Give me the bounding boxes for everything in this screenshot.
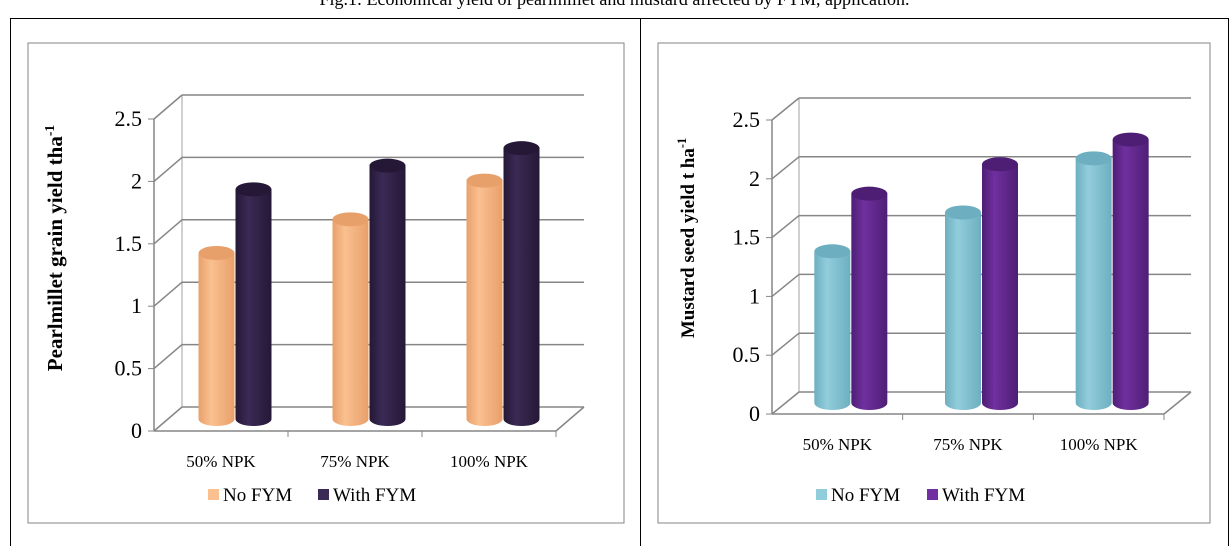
bar-body [466,180,503,427]
legend-label-with-fym: With FYM [333,485,416,506]
gridline-depth [153,94,183,120]
bar-body [1112,139,1149,411]
chart-panel-mustard: 0 0.5 1 1.5 2 2.5 50% NPK 75% NPK 100% NPK Mustar… [654,18,1229,546]
legend-swatch-no-fym [816,489,827,500]
gridline-depth [153,344,183,370]
bar-body [332,219,369,427]
frame-top-border [10,18,1229,19]
gridline-depth [771,97,800,121]
legend-swatch-with-fym [318,489,329,500]
chart-mustard: 0 0.5 1 1.5 2 2.5 50% NPK 75% NPK 100% NPK Mustar… [657,42,1211,524]
gridline-depth [771,215,800,239]
legend-label-no-fym: No FYM [831,485,900,506]
y-axis-title: Mustard seed yield t ha-1 [675,138,699,338]
y-tick-label: 1 [749,283,760,308]
bar-top [198,246,235,261]
bar-no-fym-50-npk [814,244,851,411]
bar-with-fym-50-npk [235,182,272,427]
bar-top [503,141,540,156]
x-tick-label: 50% NPK [803,435,873,454]
y-tick-label: 2.5 [733,107,761,132]
gridline-depth [771,156,800,180]
bar-top [369,158,406,173]
x-tick-label: 75% NPK [933,435,1003,454]
legend: No FYM With FYM [208,485,416,506]
bar-body [369,165,406,427]
gridline-depth [771,273,800,297]
legend-label-no-fym: No FYM [223,485,292,506]
gridline-depth [153,219,183,245]
bar-top [332,212,369,227]
figure-caption: Fig.1: Economical yield of pearlmillet a… [0,0,1229,10]
bar-top [851,186,888,201]
legend: No FYM With FYM [816,485,1025,506]
chart-pearlmillet: 0 0.5 1 1.5 2 2.5 50% NPK 75% NPK 100% NPK Pearlm… [27,42,625,524]
bar-top [814,244,851,259]
gridline-depth [153,156,183,182]
bar-with-fym-75-npk [982,157,1018,410]
frame-divider [640,18,641,546]
bar-top [235,182,272,197]
bar-top [1075,151,1112,166]
gridline-depth [771,391,800,415]
bar-body [235,189,272,427]
bar-no-fym-75-npk [332,212,369,427]
floor-edge [1163,391,1192,415]
bar-body [503,148,540,427]
bar-top [945,205,981,220]
bar-no-fym-75-npk [945,205,981,410]
y-tick-label: 1.5 [115,231,143,256]
bar-top [982,157,1018,172]
bar-top [1112,132,1149,147]
bar-body [1075,158,1112,411]
y-tick-label: 2.5 [115,106,143,131]
bar-with-fym-75-npk [369,158,406,427]
bar-with-fym-100-npk [1112,132,1149,411]
bar-with-fym-100-npk [503,141,540,427]
bar-body [814,251,851,411]
gridline-depth [153,281,183,307]
legend-swatch-no-fym [208,489,219,500]
bar-body [945,212,981,410]
gridline-depth [153,406,183,432]
y-axis-title: Pearlmillet grain yield tha-1 [42,125,67,372]
y-tick-label: 2 [131,168,142,193]
bar-body [851,193,888,411]
x-tick-label: 100% NPK [1060,435,1139,454]
bar-body [198,253,235,427]
y-tick-label: 1 [131,293,142,318]
bar-no-fym-100-npk [1075,151,1112,411]
y-tick-label: 0.5 [115,356,143,381]
bar-with-fym-50-npk [851,186,888,411]
bar-body [982,164,1018,410]
y-tick-label: 0 [749,401,760,426]
y-tick-label: 0 [131,418,142,443]
x-tick-label: 50% NPK [186,452,256,471]
floor-edge [555,406,585,432]
gridline-depth [771,332,800,356]
chart-panel-pearlmillet: 0 0.5 1 1.5 2 2.5 50% NPK 75% NPK 100% NPK Pearlm… [24,18,634,546]
bar-no-fym-50-npk [198,246,235,427]
legend-swatch-with-fym [927,489,938,500]
y-tick-label: 1.5 [733,225,761,250]
frame-left-border [10,18,11,546]
y-tick-label: 2 [749,166,760,191]
x-tick-label: 75% NPK [320,452,390,471]
bar-top [466,173,503,188]
x-tick-label: 100% NPK [450,452,529,471]
legend-label-with-fym: With FYM [942,485,1025,506]
bar-no-fym-100-npk [466,173,503,427]
y-tick-label: 0.5 [733,342,761,367]
